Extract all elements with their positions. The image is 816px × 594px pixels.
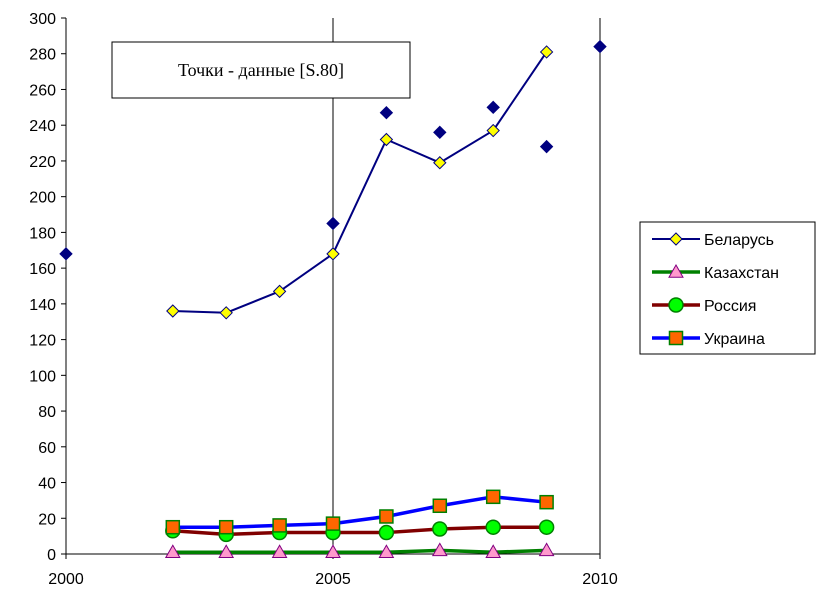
data-point-2000 [59, 247, 73, 261]
data-point-2006 [379, 105, 394, 120]
y-tick-label-300: 300 [29, 11, 56, 28]
series-2-marker-2009 [538, 519, 555, 535]
y-tick-label-140: 140 [29, 297, 56, 314]
series-line-2 [172, 525, 547, 537]
series-2-marker-2007 [432, 521, 448, 537]
legend-label-0: Беларусь [704, 232, 774, 249]
series-2-marker-2008 [485, 519, 501, 535]
y-tick-label-0: 0 [47, 547, 56, 564]
legend-marker-3 [668, 330, 684, 346]
series-0-marker-2004 [272, 284, 287, 299]
x-tick-label-2010: 2010 [582, 571, 618, 588]
series-0-marker-2009 [539, 45, 554, 59]
series-3-marker-2002 [165, 519, 181, 535]
series-line-3 [172, 495, 547, 529]
series-0-marker-2005 [326, 247, 340, 261]
y-tick-label-200: 200 [29, 190, 56, 207]
legend-marker-1 [668, 263, 684, 278]
series-line-1 [172, 548, 547, 554]
series-0-marker-2006 [379, 132, 394, 147]
x-tick-label-2000: 2000 [48, 571, 84, 588]
y-tick-label-20: 20 [38, 511, 56, 528]
series-3-marker-2004 [272, 518, 287, 533]
series-2-marker-2006 [378, 524, 395, 541]
annotation-box: Точки - данные [S.80] [111, 41, 411, 99]
series-3-marker-2005 [325, 516, 341, 531]
annotation-frame [111, 41, 411, 99]
data-point-2009 [539, 139, 554, 154]
series-3-marker-2007 [432, 498, 448, 514]
x-tick-label-2005: 2005 [315, 571, 351, 588]
series-layer [164, 45, 555, 558]
y-tick-label-240: 240 [29, 118, 56, 135]
legend-label-3: Украина [704, 331, 765, 348]
y-tick-label-160: 160 [29, 261, 56, 278]
data-point-2008 [486, 100, 500, 115]
series-0-marker-2003 [219, 306, 233, 320]
series-1-marker-2005 [325, 544, 341, 558]
data-point-2005 [326, 216, 340, 231]
series-3-marker-2008 [485, 489, 501, 505]
data-point-2007 [433, 125, 447, 140]
legend-label-2: Россия [704, 298, 756, 315]
series-3-marker-2006 [379, 509, 394, 524]
y-tick-label-180: 180 [29, 225, 56, 242]
series-1-marker-2003 [218, 544, 235, 558]
series-0-marker-2008 [486, 123, 500, 138]
series-1-marker-2002 [164, 544, 181, 558]
y-tick-label-260: 260 [29, 82, 56, 99]
y-tick-label-100: 100 [29, 368, 56, 385]
y-tick-label-120: 120 [29, 333, 56, 350]
series-3-marker-2009 [539, 494, 554, 510]
series-0-marker-2002 [166, 304, 180, 318]
series-0-marker-2007 [433, 156, 447, 170]
axes: 0 20 40 60 80 100 120 140 160 180 200 220 240 260 280 3… [29, 11, 618, 588]
annotation-text: Точки - данные [S.80] [178, 60, 344, 80]
y-tick-label-280: 280 [29, 47, 56, 64]
y-tick-label-80: 80 [38, 404, 56, 421]
series-1-marker-2004 [271, 544, 288, 558]
legend: Беларусь Казахстан Россия Украина [639, 221, 816, 355]
series-3-marker-2003 [218, 519, 234, 535]
series-line-0 [172, 51, 548, 314]
series-1-marker-2008 [485, 544, 502, 558]
series-1-marker-2006 [378, 544, 395, 558]
y-tick-label-40: 40 [38, 476, 56, 493]
series-1-marker-2007 [431, 542, 448, 557]
y-tick-label-220: 220 [29, 154, 56, 171]
data-points-layer [59, 39, 607, 261]
legend-label-1: Казахстан [704, 265, 779, 282]
data-point-2010 [593, 39, 607, 54]
y-tick-label-60: 60 [38, 440, 56, 457]
legend-marker-0 [669, 232, 683, 246]
legend-marker-2 [668, 297, 684, 313]
series-1-marker-2009 [538, 542, 555, 557]
